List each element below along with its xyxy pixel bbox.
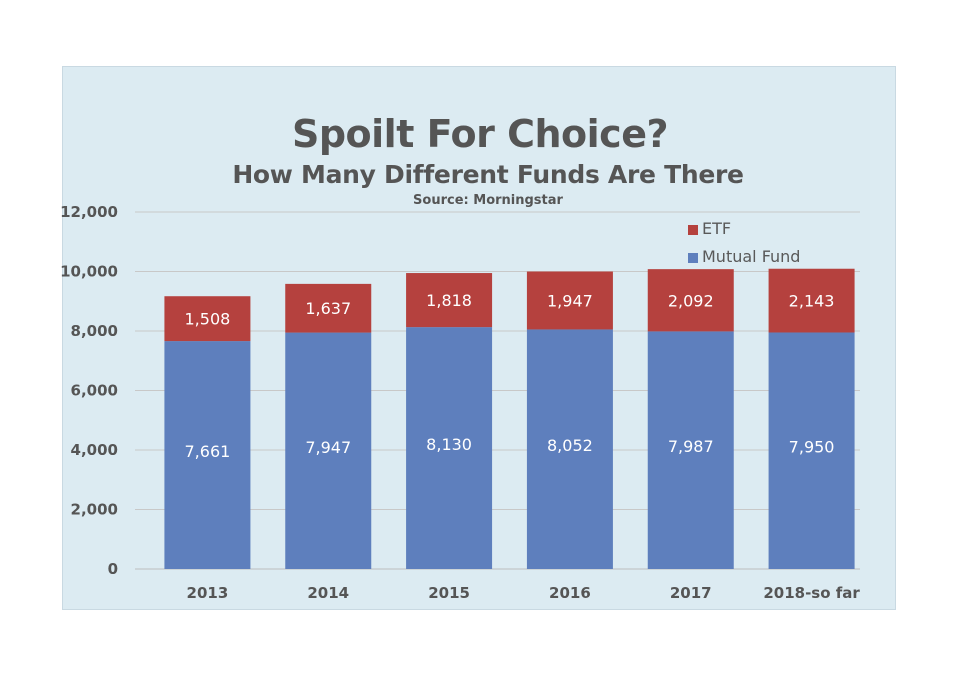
bar-mutual-fund xyxy=(164,341,251,569)
data-label-mutual-fund: 8,052 xyxy=(547,436,593,455)
x-tick-label: 2016 xyxy=(549,584,591,602)
bar-etf xyxy=(406,273,493,328)
legend-swatch xyxy=(688,253,698,263)
bar-mutual-fund xyxy=(526,329,613,569)
legend-swatch xyxy=(688,225,698,235)
data-label-etf: 1,818 xyxy=(426,291,472,310)
legend-label: Mutual Fund xyxy=(702,247,801,266)
legend-label: ETF xyxy=(702,219,732,238)
y-tick-label: 10,000 xyxy=(60,263,118,281)
y-tick-label: 0 xyxy=(108,560,118,578)
bar-etf xyxy=(647,269,734,332)
bar-etf xyxy=(285,283,372,333)
data-label-mutual-fund: 7,661 xyxy=(185,442,231,461)
data-label-etf: 2,143 xyxy=(789,292,835,311)
bar-etf xyxy=(768,268,855,333)
y-tick-label: 8,000 xyxy=(71,322,118,340)
data-label-etf: 2,092 xyxy=(668,291,714,310)
bar-mutual-fund xyxy=(285,332,372,569)
data-label-mutual-fund: 7,947 xyxy=(305,438,351,457)
bar-etf xyxy=(164,296,251,342)
chart-subtitle: How Many Different Funds Are There xyxy=(232,160,744,189)
x-tick-label: 2013 xyxy=(187,584,229,602)
chart-title: Spoilt For Choice? xyxy=(291,112,669,156)
x-tick-label: 2015 xyxy=(428,584,470,602)
y-tick-label: 12,000 xyxy=(60,203,118,221)
data-label-etf: 1,637 xyxy=(305,299,351,318)
data-label-mutual-fund: 7,987 xyxy=(668,437,714,456)
data-label-etf: 1,508 xyxy=(185,310,231,329)
data-label-mutual-fund: 8,130 xyxy=(426,435,472,454)
bar-mutual-fund xyxy=(406,327,493,569)
chart-source: Source: Morningstar xyxy=(413,193,563,208)
bar-mutual-fund xyxy=(768,332,855,569)
y-tick-label: 4,000 xyxy=(71,441,118,459)
bar-mutual-fund xyxy=(647,331,734,569)
bar-etf xyxy=(526,271,613,330)
x-tick-label: 2014 xyxy=(307,584,349,602)
data-label-mutual-fund: 7,950 xyxy=(789,438,835,457)
y-tick-label: 2,000 xyxy=(71,501,118,519)
data-label-etf: 1,947 xyxy=(547,291,593,310)
x-tick-label: 2018-so far xyxy=(763,584,860,602)
y-tick-label: 6,000 xyxy=(71,382,118,400)
x-tick-label: 2017 xyxy=(670,584,712,602)
